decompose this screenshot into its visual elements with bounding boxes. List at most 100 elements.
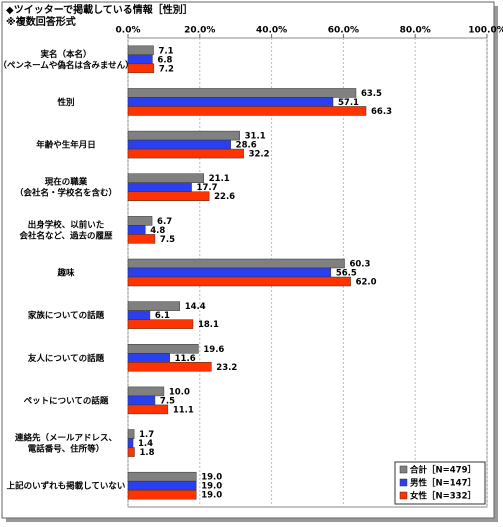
- bar: [127, 471, 197, 482]
- x-tick-label: 100.0%: [468, 26, 503, 36]
- bar: [127, 276, 351, 287]
- value-label: 6.1: [155, 311, 170, 321]
- value-label: 1.8: [139, 448, 154, 458]
- bar: [127, 319, 194, 329]
- y-tick-label: 現在の職業（会社名・学校名を含む）: [15, 176, 117, 198]
- bar: [127, 191, 210, 201]
- y-tick-label-line: 現在の職業: [45, 176, 88, 187]
- value-label: 19.0: [201, 482, 222, 492]
- y-tick-label: 年齢や生年月日: [36, 139, 96, 150]
- legend-label: 男性［N=147］: [410, 478, 476, 489]
- value-label: 10.0: [169, 387, 190, 397]
- bar: [127, 438, 134, 448]
- bar: [127, 173, 204, 183]
- y-tick-label: 性別: [57, 96, 74, 107]
- value-label: 11.6: [175, 354, 196, 364]
- y-tick-label: 実名（本名）（ペンネームや偽名は含みません）: [0, 48, 134, 70]
- y-tick-label: 連絡先（メールアドレス、電話番号、住所等）: [15, 432, 117, 454]
- x-tick-label: 20.0%: [184, 26, 215, 36]
- y-tick-label-line: 上記のいずれも掲載していない: [7, 480, 126, 491]
- bar: [127, 225, 146, 235]
- bar: [127, 386, 165, 397]
- value-label: 11.1: [173, 405, 194, 415]
- y-tick-label-line: 会社名など、過去の履歴: [18, 230, 113, 241]
- x-tick-label: 0.0%: [116, 26, 141, 36]
- bar: [127, 310, 151, 320]
- value-label: 31.1: [245, 132, 266, 142]
- bar: [127, 63, 155, 74]
- y-tick-label: 家族についての話題: [28, 310, 105, 321]
- value-label: 19.6: [203, 345, 224, 355]
- bar: [127, 344, 199, 354]
- y-tick-label-line: 年齢や生年月日: [36, 139, 96, 150]
- y-tick-label-line: 趣味: [56, 267, 75, 278]
- bar: [127, 362, 212, 372]
- value-label: 14.4: [185, 302, 206, 312]
- value-label: 18.1: [198, 320, 219, 330]
- y-tick-label-line: 性別: [57, 96, 74, 107]
- legend-box: [394, 461, 486, 505]
- value-label: 22.6: [214, 192, 235, 202]
- bar: [127, 106, 367, 116]
- bar: [127, 97, 334, 107]
- bar: [127, 353, 170, 363]
- bar: [127, 148, 244, 159]
- value-label: 6.8: [157, 55, 172, 65]
- bar: [127, 45, 154, 56]
- bar: [127, 234, 156, 244]
- y-tick-label-line: 友人についての話題: [27, 352, 105, 363]
- legend-swatch: [399, 478, 408, 487]
- y-tick-label-line: 電話番号、住所等）: [28, 443, 105, 454]
- y-tick-label-line: （会社名・学校名を含む）: [15, 187, 117, 198]
- x-tick-label: 40.0%: [256, 26, 287, 36]
- y-tick-label-line: 実名（本名）: [40, 48, 91, 59]
- value-label: 62.0: [356, 278, 377, 288]
- bar: [127, 489, 197, 500]
- bar: [127, 395, 156, 406]
- value-label: 32.2: [249, 150, 270, 160]
- y-tick-label: ペットについての話題: [24, 395, 109, 406]
- value-label: 60.3: [349, 260, 370, 270]
- value-label: 4.8: [150, 226, 165, 236]
- bar: [127, 404, 169, 415]
- y-tick-label-line: 出身学校、以前いた: [28, 219, 105, 230]
- value-label: 7.2: [159, 64, 174, 74]
- value-label: 1.4: [138, 439, 153, 449]
- legend-label: 合計［N=479］: [409, 465, 476, 476]
- value-label: 19.0: [201, 491, 222, 501]
- bar: [127, 267, 332, 278]
- value-label: 56.5: [336, 269, 357, 279]
- bar: [127, 54, 153, 65]
- y-tick-label-line: （ペンネームや偽名は含みません）: [0, 59, 134, 70]
- bar: [127, 216, 153, 226]
- value-label: 57.1: [338, 98, 359, 108]
- value-label: 6.7: [157, 217, 172, 227]
- y-tick-label: 出身学校、以前いた会社名など、過去の履歴: [18, 219, 113, 241]
- chart-title: ◆ツイッターで掲載している情報［性別］: [6, 3, 193, 16]
- bar: [127, 480, 197, 491]
- value-label: 17.7: [197, 183, 218, 193]
- value-label: 28.6: [236, 141, 257, 151]
- legend-swatch: [399, 491, 408, 500]
- chart-subtitle: ※複数回答形式: [6, 15, 76, 28]
- value-label: 23.2: [216, 363, 237, 373]
- bar: [127, 429, 135, 439]
- value-label: 19.0: [201, 473, 222, 483]
- value-label: 1.7: [139, 430, 154, 440]
- value-label: 66.3: [371, 107, 392, 117]
- y-tick-label-line: ペットについての話題: [24, 395, 109, 406]
- value-label: 63.5: [361, 89, 382, 99]
- value-label: 7.5: [160, 396, 175, 406]
- bar: [127, 139, 231, 150]
- value-label: 21.1: [209, 174, 230, 184]
- bar: [127, 182, 192, 192]
- value-label: 7.1: [158, 46, 173, 56]
- y-tick-label-line: 家族についての話題: [28, 310, 105, 321]
- bar: [127, 447, 135, 457]
- y-tick-label: 趣味: [56, 267, 75, 278]
- legend-swatch: [399, 465, 408, 474]
- x-tick-label: 80.0%: [400, 26, 431, 36]
- y-tick-label: 上記のいずれも掲載していない: [7, 480, 126, 491]
- legend-label: 女性［N=332］: [410, 491, 476, 502]
